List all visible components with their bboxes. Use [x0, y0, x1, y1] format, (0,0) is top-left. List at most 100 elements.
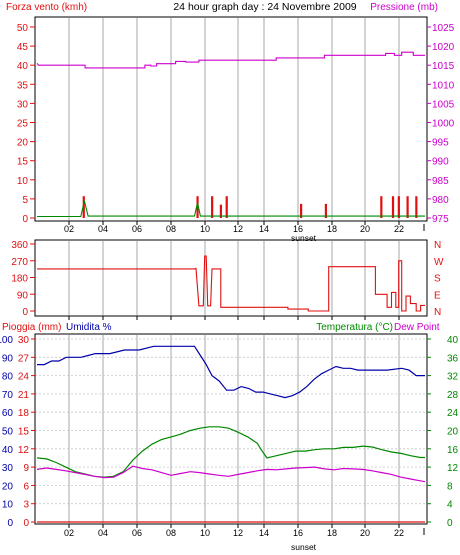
temperature-tick: 8: [447, 481, 453, 492]
pressure-tick: 1005: [432, 99, 455, 110]
x-tick-label: 16: [293, 528, 303, 538]
wind-gust-bar: [415, 196, 418, 218]
wind-speed-tick: 30: [17, 99, 29, 110]
x-tick-label: 02: [64, 224, 74, 234]
wind-gust-bar: [211, 196, 214, 218]
temperature-tick: 32: [447, 372, 459, 383]
top-chart-ticks: 0510152025303540455097598098599099510001…: [17, 23, 455, 225]
x-tick-label: 10: [200, 528, 210, 538]
x-tick-label: 08: [166, 224, 176, 234]
top-chart-lines: [36, 51, 425, 218]
wind-direction-compass-tick: S: [434, 274, 441, 285]
x-tick-label: 16: [293, 224, 303, 234]
pressure-tick: 995: [432, 138, 449, 149]
umidita-line: [37, 345, 425, 399]
pressure-tick: 980: [432, 195, 449, 206]
dew-point-label: Dew Point: [394, 322, 440, 333]
wind-gust-bar: [225, 196, 228, 218]
humidity-tick: 100: [0, 335, 13, 346]
wind-speed-label: Forza vento (kmh): [6, 2, 87, 13]
pressure-tick: 1000: [432, 119, 455, 130]
x-tick-label: 06: [132, 528, 142, 538]
wind-gust-bar: [300, 203, 303, 218]
bottom-chart-lines: [36, 345, 426, 523]
wind-gust-bar: [219, 204, 222, 218]
temperature-tick: 36: [447, 353, 459, 364]
wind-gust-bar: [196, 196, 199, 218]
wind-gust-bar: [82, 196, 85, 218]
pressure-tick: 1010: [432, 80, 455, 91]
rain-tick: 6: [23, 481, 29, 492]
humidity-tick: 60: [2, 408, 14, 419]
rain-tick: 12: [18, 445, 30, 456]
temperature-tick: 28: [447, 390, 459, 401]
wind-direction-degree-tick: 0: [22, 307, 28, 318]
rain-tick: 0: [23, 518, 29, 529]
top-chart-grid: [68, 18, 400, 220]
humidity-tick: 50: [2, 427, 14, 438]
temperature-tick: 20: [447, 427, 459, 438]
humidity-tick: 10: [2, 500, 14, 511]
pressure-tick: 990: [432, 157, 449, 168]
wind-speed-tick: 10: [17, 176, 29, 187]
top-x-tick-labels: 02 04 06 08 10 12 14 16 18 20 22: [64, 224, 425, 234]
wind-direction-compass-tick: W: [434, 257, 444, 268]
pressure-tick: 985: [432, 176, 449, 187]
wind-direction-degree-tick: 360: [11, 240, 28, 251]
rain-tick: 3: [23, 500, 29, 511]
wind-direction-degree-tick: 90: [17, 290, 29, 301]
bottom-chart-frame: [34, 333, 428, 525]
wind-direction-degree-tick: 180: [11, 274, 28, 285]
rain-label: Pioggia (mm): [2, 322, 61, 333]
wind-direction-compass-tick: N: [434, 307, 441, 318]
wind-speed-tick: 35: [17, 80, 29, 91]
x-tick-label: 04: [98, 528, 108, 538]
wind-speed-tick: 45: [17, 42, 29, 53]
wind-speed-tick: 20: [17, 138, 29, 149]
wind-direction-compass-tick: E: [434, 290, 441, 301]
x-tick-label: 20: [360, 224, 370, 234]
x-tick-label: 04: [98, 224, 108, 234]
humidity-label: Umidita %: [66, 322, 112, 333]
wind-speed-tick: 50: [17, 23, 29, 34]
x-tick-label: 14: [259, 224, 269, 234]
rain-tick: 15: [18, 427, 30, 438]
temperature-tick: 24: [447, 408, 459, 419]
x-tick-label: 18: [327, 528, 337, 538]
humidity-tick: 30: [2, 463, 14, 474]
humidity-tick: 70: [2, 390, 14, 401]
pressure-label: Pressione (mb): [370, 2, 438, 13]
wind-speed-tick: 25: [17, 119, 29, 130]
bottom-sunset-marker: sunset: [291, 542, 317, 552]
wind-speed-tick: 0: [22, 214, 28, 225]
x-tick-label: 10: [200, 224, 210, 234]
x-tick-label: 18: [327, 224, 337, 234]
pressure-tick: 1025: [432, 23, 455, 34]
bottom-x-tick-labels: 02 04 06 08 10 12 14 16 18 20 22: [64, 528, 425, 538]
x-tick-label: 14: [259, 528, 269, 538]
temperature-tick: 12: [447, 463, 459, 474]
rain-tick: 24: [18, 372, 30, 383]
rain-tick: 30: [18, 335, 30, 346]
top-chart-title: 24 hour graph day : 24 Novembre 2009: [173, 1, 356, 13]
humidity-tick: 20: [2, 481, 14, 492]
humidity-tick: 0: [7, 518, 13, 529]
temperature-tick: 40: [447, 335, 459, 346]
bottom-chart-grid: [35, 335, 427, 523]
temperature-tick: 4: [447, 500, 453, 511]
humidity-tick: 80: [2, 372, 14, 383]
rain-tick: 18: [18, 408, 30, 419]
temperature-label: Temperatura (°C): [316, 322, 393, 333]
wind-gust-bar: [406, 196, 409, 218]
wind-direction-degree-tick: 270: [11, 257, 28, 268]
bottom-chart-ticks: 0102030405060708090100036912151821242730…: [0, 335, 459, 529]
pressure-tick: 1020: [432, 42, 455, 53]
pressure-tick: 975: [432, 214, 449, 225]
wind-direction-line: [37, 255, 425, 312]
humidity-tick: 90: [2, 353, 14, 364]
temperature-tick: 16: [447, 445, 459, 456]
wind-direction-line: [37, 255, 425, 312]
